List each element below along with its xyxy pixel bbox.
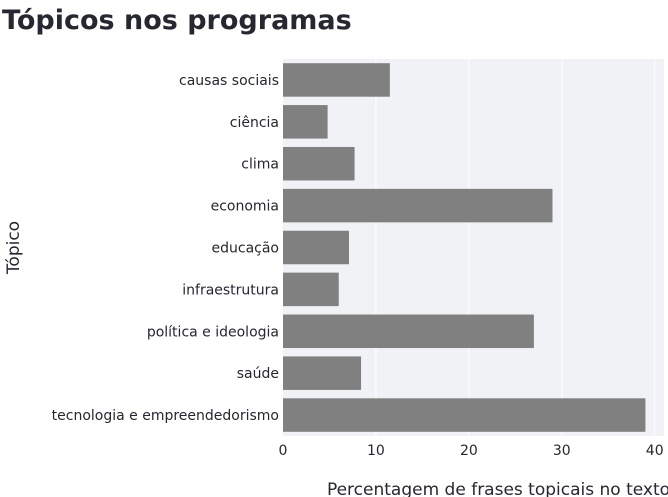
x-tick-label: 10 — [367, 443, 385, 459]
category-label: clima — [241, 157, 279, 173]
bar — [283, 146, 355, 181]
x-axis-title: Percentagem de frases topicais no texto — [327, 480, 668, 497]
x-tick-label: 40 — [646, 443, 664, 459]
category-label: economia — [211, 199, 279, 215]
bar — [283, 63, 390, 97]
category-labels: causas sociais ciência clima economia educaç… — [52, 73, 279, 424]
bar — [283, 230, 349, 265]
y-axis-title: Tópico — [4, 221, 24, 275]
x-tick-label: 30 — [553, 443, 571, 459]
category-label: causas sociais — [179, 73, 279, 89]
bar — [283, 398, 646, 432]
x-tick-label: 20 — [460, 443, 478, 459]
category-label: ciência — [230, 115, 279, 131]
bar — [283, 272, 339, 307]
category-label: infraestrutura — [182, 282, 279, 298]
category-label: tecnologia e empreendedorismo — [52, 408, 279, 424]
x-tick-labels: 0 10 20 30 40 — [279, 443, 664, 459]
category-label: educação — [212, 241, 280, 257]
category-label: política e ideologia — [147, 324, 279, 340]
bar — [283, 188, 553, 223]
bars — [283, 63, 646, 432]
bar — [283, 314, 534, 349]
chart-title: Tópicos nos programas — [2, 5, 352, 36]
bar — [283, 105, 328, 139]
gridlines — [375, 59, 656, 436]
bar — [283, 356, 362, 390]
category-label: saúde — [237, 366, 279, 382]
x-tick-label: 0 — [279, 443, 288, 459]
